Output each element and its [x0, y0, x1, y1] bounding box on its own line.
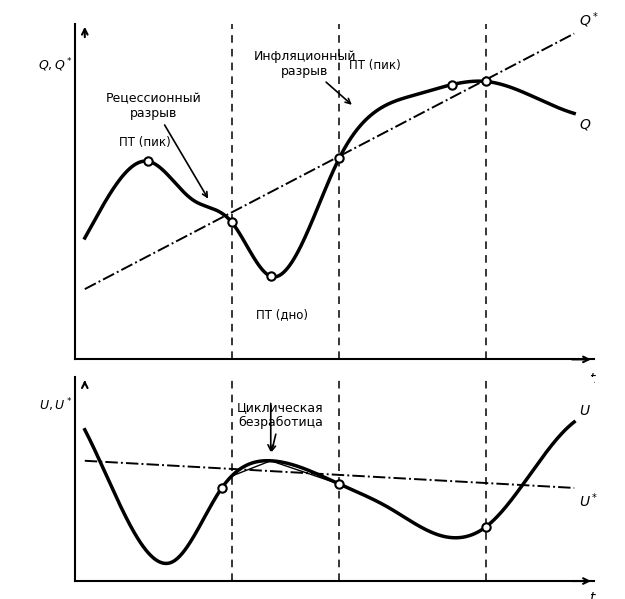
Text: Циклическая
безработица: Циклическая безработица: [238, 401, 324, 450]
Text: $Q$: $Q$: [579, 117, 591, 132]
Text: $U^*$: $U^*$: [579, 492, 599, 510]
Text: Инфляционный
разрыв: Инфляционный разрыв: [254, 50, 356, 104]
Text: Рецессионный
разрыв: Рецессионный разрыв: [106, 92, 208, 197]
Text: ПТ (дно): ПТ (дно): [256, 308, 308, 321]
Text: $t$: $t$: [589, 372, 597, 386]
Text: $Q, Q^*$: $Q, Q^*$: [38, 56, 73, 74]
Text: $U, U^*$: $U, U^*$: [39, 397, 72, 415]
Text: $Q^*$: $Q^*$: [579, 11, 599, 31]
Text: ПТ (пик): ПТ (пик): [349, 59, 401, 72]
Text: $U$: $U$: [579, 404, 591, 418]
Text: $t$: $t$: [589, 591, 597, 599]
Text: ПТ (пик): ПТ (пик): [119, 135, 171, 149]
